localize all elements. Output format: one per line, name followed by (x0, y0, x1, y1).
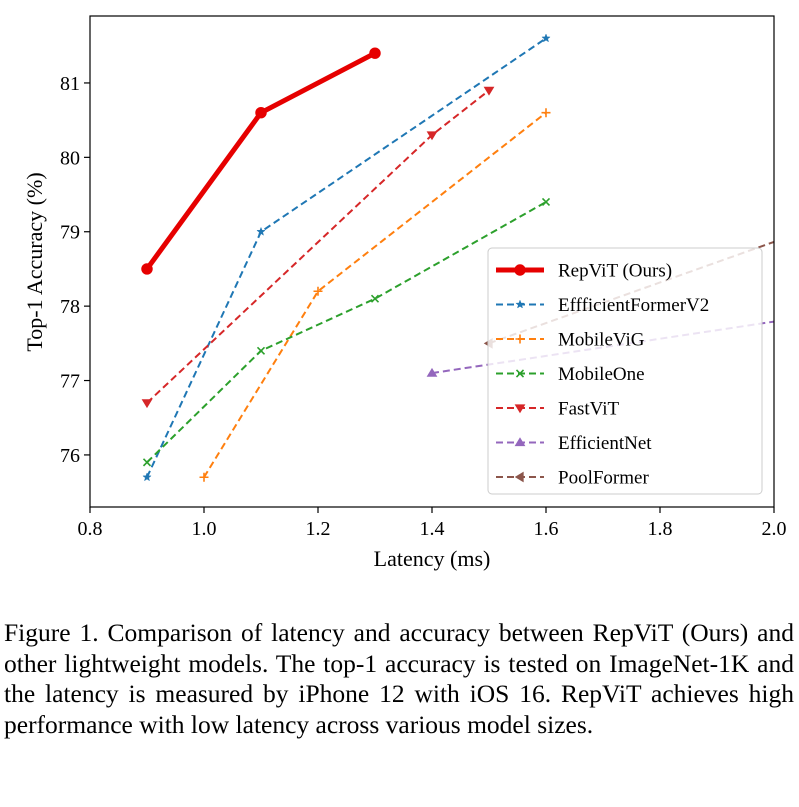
data-point-fastvit (141, 399, 153, 409)
legend-label-mobileone: MobileOne (558, 364, 645, 385)
legend-marker-repvit-ours (514, 264, 526, 276)
figure-caption: Figure 1. Comparison of latency and accu… (4, 618, 794, 739)
y-tick-label: 76 (60, 445, 80, 467)
figure: 0.8 1.0 1.2 1.4 1.6 1.8 2.0 76 77 78 79 80 81 Latenc… (22, 15, 787, 571)
data-point-effficientformerv2 (541, 33, 551, 43)
y-tick-label: 81 (60, 73, 80, 95)
data-point-repvit-ours (141, 263, 153, 275)
legend-marker-fastvit (514, 404, 526, 414)
x-tick-label: 2.0 (762, 518, 787, 540)
series-line-mobilevig (203, 111, 547, 478)
series-effficientformerv2 (142, 33, 551, 482)
y-tick-label: 80 (60, 147, 80, 169)
legend-label-effficientformerv2: EffficientFormerV2 (558, 295, 709, 316)
data-point-mobileone (370, 294, 380, 303)
x-tick-label: 0.8 (78, 518, 103, 540)
x-axis-label: Latency (ms) (374, 546, 491, 571)
series-line-effficientformerv2 (146, 37, 547, 478)
y-tick-label: 78 (60, 296, 80, 318)
legend-box (487, 247, 763, 495)
latency-accuracy-chart: 0.8 1.0 1.2 1.4 1.6 1.8 2.0 76 77 78 79 80 81 Latenc… (22, 15, 787, 571)
legend-label-mobilevig: MobileViG (558, 330, 645, 351)
legend-marker-efficientnet (514, 437, 526, 447)
legend-label-repvit-ours: RepViT (Ours) (558, 261, 672, 282)
data-point-effficientformerv2 (256, 226, 266, 236)
y-axis-label: Top-1 Accuracy (%) (22, 172, 47, 351)
legend-label-efficientnet: EfficientNet (558, 433, 652, 454)
data-point-fastvit (426, 131, 438, 141)
data-point-repvit-ours (255, 106, 267, 119)
data-point-mobileone (541, 197, 551, 207)
x-tick-label: 1.4 (420, 518, 445, 540)
data-point-efficientnet (426, 367, 438, 377)
legend-marker-poolformer (514, 471, 524, 483)
series-fastvit (141, 86, 495, 409)
series-line-repvit-ours (144, 50, 378, 272)
legend-label-fastvit: FastViT (558, 399, 620, 420)
y-tick-label: 77 (60, 371, 80, 393)
legend: RepViT (Ours) EffficientFormerV2 MobileViG… (487, 247, 763, 495)
x-tick-label: 1.0 (192, 518, 217, 540)
data-point-mobilevig (541, 108, 551, 118)
data-point-fastvit (483, 86, 495, 96)
series-mobileone (142, 197, 551, 467)
x-tick-label: 1.2 (306, 518, 331, 540)
data-point-mobilevig (313, 286, 323, 296)
data-point-effficientformerv2 (142, 472, 152, 482)
series-line-fastvit (146, 89, 490, 404)
x-tick-label: 1.8 (648, 518, 673, 540)
legend-marker-mobileone (515, 369, 525, 378)
axes-layer: 0.8 1.0 1.2 1.4 1.6 1.8 2.0 76 77 78 79 80 81 (60, 73, 787, 540)
data-point-mobilevig (199, 472, 209, 482)
y-tick-label: 79 (60, 222, 80, 244)
series-repvit-ours (141, 47, 381, 275)
series-mobilevig (199, 108, 551, 482)
data-point-mobileone (256, 346, 266, 355)
legend-marker-effficientformerv2 (515, 299, 525, 309)
series-line-mobileone (146, 201, 547, 464)
legend-marker-mobilevig (515, 334, 525, 344)
x-tick-label: 1.6 (534, 518, 559, 540)
legend-label-poolformer: PoolFormer (558, 468, 649, 489)
data-point-repvit-ours (369, 47, 381, 59)
data-point-mobileone (142, 458, 152, 467)
